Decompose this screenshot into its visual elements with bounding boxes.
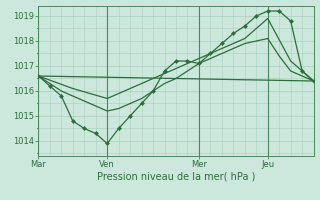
- X-axis label: Pression niveau de la mer( hPa ): Pression niveau de la mer( hPa ): [97, 172, 255, 182]
